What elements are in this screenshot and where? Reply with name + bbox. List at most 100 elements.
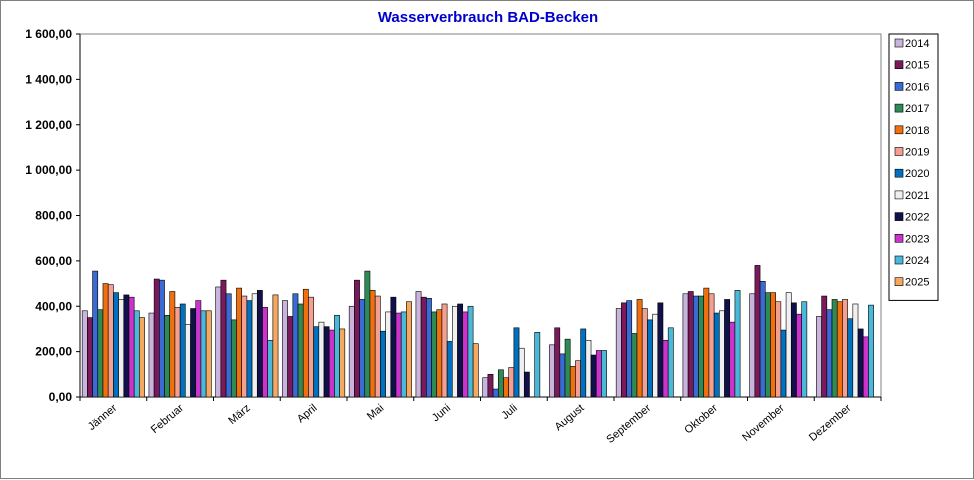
bar-2020-August [580,328,587,398]
bar-2023-Oktober [729,321,736,398]
legend-label-2016: 2016 [905,81,929,93]
bar-2014-April [282,300,288,398]
bar-2021-Juli [518,347,525,398]
bar-2016-Mai [359,299,366,398]
legend-label-2024: 2024 [905,255,929,267]
legend-swatch-2015 [894,60,904,70]
bar-2022-August [590,354,597,398]
bar-2018-September [636,299,643,398]
bar-2024-März [267,339,274,398]
bar-2024-Juni [467,305,474,398]
bar-2014-Juli [482,377,489,398]
bar-2019-April [308,296,314,398]
x-tick-label: Mai [365,402,386,423]
y-axis: 0,00 200,00 400,00 600,00 800,00 1 000,00 1 20… [25,27,81,404]
bar-2022-Juni [457,303,464,398]
bar-2019-Dezember [842,299,848,398]
bar-2023-Dezember [862,336,869,398]
bar-2018-Oktober [703,287,710,398]
legend-swatch-2017 [894,103,904,113]
legend-label-2017: 2017 [905,103,929,115]
y-tick-label: 600,00 [35,254,72,268]
bar-2014-September [615,308,622,398]
y-tick-label: 800,00 [35,209,72,223]
bar-2022-Mai [390,296,397,398]
bar-2020-Dezember [847,318,854,398]
bar-2020-Jänner [113,292,119,398]
bar-2016-Juni [426,298,432,398]
bar-2015-April [287,316,294,398]
bar-2017-April [297,303,304,398]
bar-2018-März [236,287,242,398]
x-tick-label: März [226,402,252,427]
chart-title: Wasserverbrauch BAD-Becken [377,9,599,26]
bar-2015-Mai [354,279,360,398]
bar-2024-Jänner [133,310,140,398]
legend-label-2025: 2025 [905,277,929,289]
bar-2018-Februar [169,291,176,398]
legend-swatch-2014 [894,38,904,48]
bar-2022-September [657,302,664,398]
bar-2024-Mai [400,311,407,398]
legend: 2014 2015 2016 2017 2018 2019 2020 2021 2022 2023… [888,33,939,301]
bar-2021-April [318,321,325,398]
bars [81,265,874,398]
bar-2022-März [256,290,263,398]
x-tick-label: Oktober [682,402,720,437]
bar-2021-Dezember [852,303,859,398]
legend-swatch-2021 [894,190,904,200]
bar-2025-Jänner [139,317,145,398]
bar-2016-Oktober [693,295,699,398]
bar-2024-November [801,301,808,398]
bar-2022-Jänner [123,294,130,398]
bar-2020-Juli [513,327,520,398]
bar-2020-März [246,300,253,398]
legend-label-2015: 2015 [905,60,929,72]
bar-2014-August [549,344,555,398]
bar-2017-August [564,338,571,398]
x-tick-label: Februar [149,402,186,436]
bar-2015-Juli [487,374,494,398]
x-tick-label: Dezember [807,402,854,444]
bar-2023-Juni [462,311,469,398]
bar-2019-Mai [374,295,381,398]
bar-2020-Mai [380,330,386,398]
bar-2023-Mai [395,312,402,398]
bar-2015-September [621,302,627,398]
bar-2022-Dezember [857,328,864,398]
bar-2014-Dezember [816,316,822,398]
y-tick-label: 1 200,00 [25,118,72,132]
bar-2019-Juli [508,367,515,398]
bar-2023-Jänner [128,296,135,398]
x-tick-label: Juli [499,402,519,422]
y-tick-label: 200,00 [35,345,72,359]
legend-label-2019: 2019 [905,147,929,159]
bar-2015-Juni [420,296,427,398]
legend-label-2023: 2023 [905,233,929,245]
bar-2014-März [215,286,222,398]
bar-2017-Dezember [831,299,838,398]
bar-2018-August [569,366,576,398]
bar-2025-April [339,328,346,398]
y-tick-label: 1 000,00 [25,163,72,177]
bar-2020-Juni [446,341,453,398]
bar-2020-November [780,329,787,398]
bar-2023-November [796,313,802,398]
bar-2015-Jänner [87,317,93,398]
bar-2016-Dezember [826,309,833,398]
legend-swatch-2025 [894,277,904,287]
bar-2021-Jänner [118,299,125,398]
bar-2018-Mai [369,290,376,398]
bar-2024-Oktober [734,290,741,398]
legend-swatch-2022 [894,212,904,221]
bar-2020-April [313,326,320,398]
bar-2015-Dezember [821,295,828,398]
bar-2020-Februar [179,303,186,398]
bar-2019-August [575,360,581,398]
bar-2014-Februar [148,312,155,398]
bar-2018-Juni [436,309,443,398]
legend-label-2020: 2020 [905,168,929,180]
bar-2016-November [759,280,766,398]
bar-2015-November [754,265,761,398]
bar-2018-Juli [503,377,509,398]
